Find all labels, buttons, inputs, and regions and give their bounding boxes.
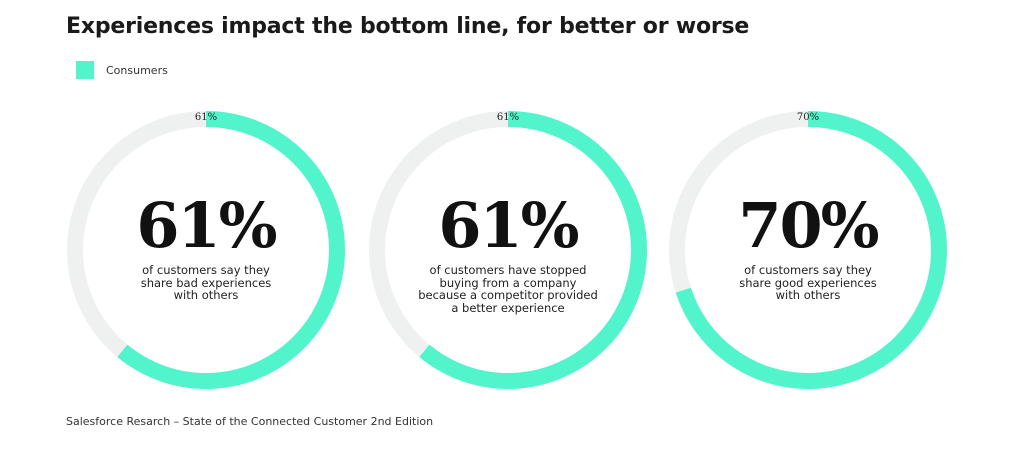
- big-value-3: 70%: [738, 189, 879, 262]
- donut-arc-2: [369, 111, 647, 389]
- ring-value-label-2: 61%: [496, 112, 520, 123]
- source-note: Salesforce Resarch – State of the Connec…: [66, 415, 434, 428]
- caption-line: share good experiences: [739, 275, 877, 290]
- caption-2: of customers have stopped buying from a c…: [408, 264, 608, 314]
- caption-line: of customers say they: [142, 263, 270, 277]
- ring-value-label-1: 61%: [194, 112, 218, 123]
- big-value-1: 61%: [136, 189, 277, 262]
- caption-line: with others: [173, 288, 239, 302]
- legend: Consumers: [76, 61, 168, 79]
- caption-line: buying from a company: [439, 275, 577, 290]
- caption-line: share bad experiences: [140, 275, 272, 290]
- caption-3: of customers say they share good experien…: [708, 264, 908, 302]
- chart-title: Experiences impact the bottom line, for …: [66, 14, 750, 39]
- donut-center-3: 70% of customers say they share good exper…: [708, 194, 908, 302]
- legend-swatch: [76, 61, 94, 79]
- caption-line: of customers have stopped: [429, 263, 587, 277]
- ring-value-label-3: 70%: [796, 112, 820, 123]
- caption-line: of customers say they: [744, 263, 872, 277]
- donut-arc-1: [67, 111, 345, 389]
- big-value-2: 61%: [438, 189, 579, 262]
- donut-center-1: 61% of customers say they share bad experi…: [106, 194, 306, 302]
- donut-arc-3: [669, 111, 947, 389]
- legend-label: Consumers: [106, 63, 168, 77]
- caption-line: a better experience: [451, 300, 565, 315]
- caption-line: with others: [775, 288, 841, 302]
- caption-line: because a competitor provided: [418, 288, 598, 302]
- caption-1: of customers say they share bad experienc…: [106, 264, 306, 302]
- donut-center-2: 61% of customers have stopped buying from …: [408, 194, 608, 314]
